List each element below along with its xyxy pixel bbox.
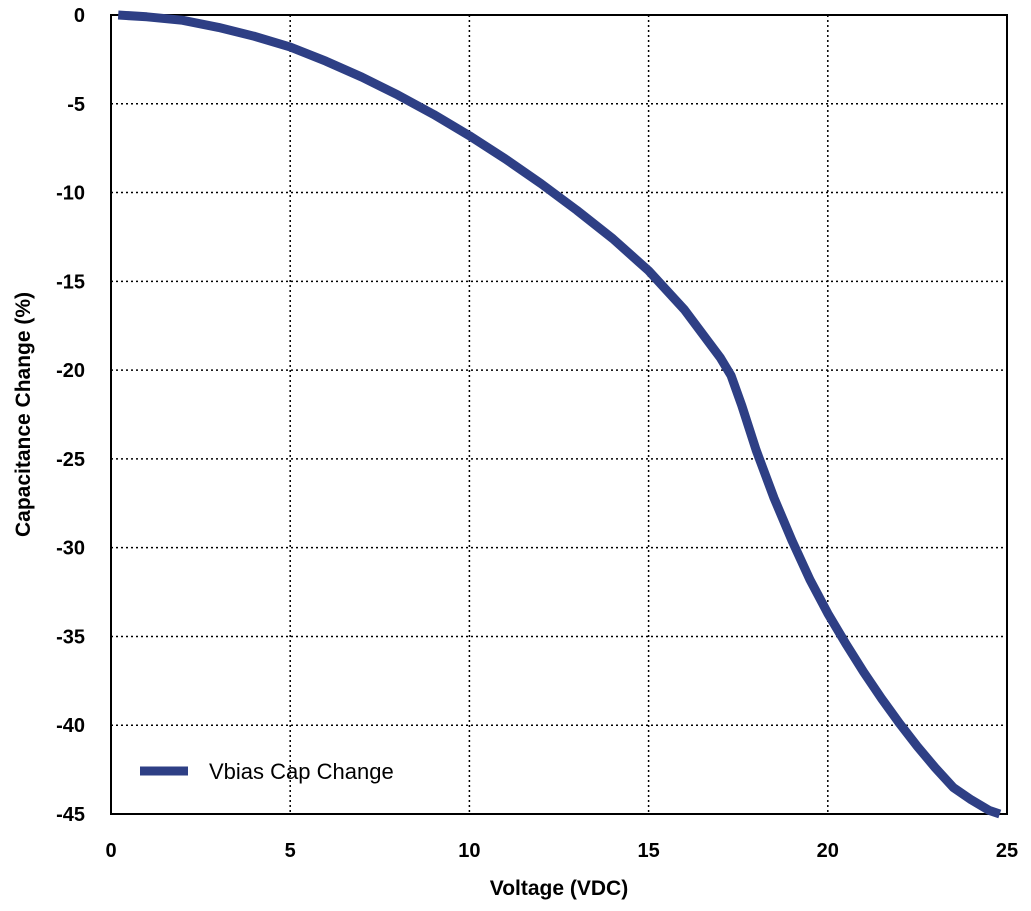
y-tick-label: 0	[74, 5, 85, 27]
y-tick-label: -40	[56, 715, 85, 737]
y-tick-label: -10	[56, 183, 85, 205]
x-tick-label: 10	[458, 840, 480, 862]
legend-label: Vbias Cap Change	[209, 759, 394, 784]
tick-layer: 0 5 10 15 20 25 0 -5 -10 -15 -20 -25 -30 -35 -40 -45	[56, 5, 1018, 862]
y-tick-label: -45	[56, 804, 85, 826]
y-tick-label: -35	[56, 626, 85, 648]
series-line-vbias-cap-change	[117, 10, 1002, 819]
y-axis-title: Capacitance Change (%)	[12, 292, 35, 537]
x-tick-label: 5	[285, 840, 296, 862]
grid-layer	[111, 15, 1007, 814]
y-tick-label: -15	[56, 271, 85, 293]
x-tick-label: 25	[996, 840, 1018, 862]
y-tick-label: -5	[67, 94, 85, 116]
y-tick-label: -20	[56, 360, 85, 382]
x-tick-label: 15	[637, 840, 659, 862]
x-axis-title: Voltage (VDC)	[490, 877, 628, 900]
plot-frame	[110, 14, 1008, 815]
y-tick-label: -25	[56, 449, 85, 471]
x-tick-label: 20	[817, 840, 839, 862]
x-tick-label: 0	[105, 840, 116, 862]
series-layer	[117, 10, 1002, 819]
legend: Vbias Cap Change	[140, 759, 394, 784]
y-tick-label: -30	[56, 538, 85, 560]
